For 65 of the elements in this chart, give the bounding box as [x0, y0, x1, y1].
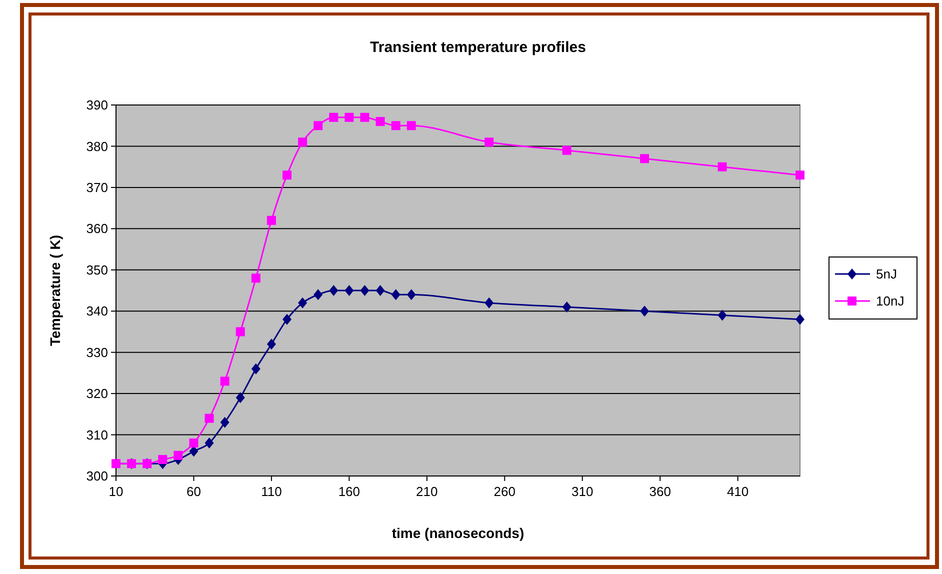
point: [640, 154, 650, 164]
y-tick-label: 300: [86, 468, 108, 484]
point: [204, 414, 214, 423]
point: [484, 138, 494, 147]
x-tick-label: 60: [186, 484, 201, 499]
x-tick-label: 260: [494, 484, 516, 499]
point: [266, 338, 276, 350]
y-tick-label: 390: [86, 98, 108, 113]
point: [298, 297, 308, 308]
point: [406, 289, 416, 300]
point: [189, 438, 198, 448]
point: [282, 170, 292, 180]
point: [796, 170, 804, 180]
x-axis-title: time (nanoseconds): [392, 525, 524, 541]
point: [314, 289, 323, 300]
legend-label: 5nJ: [876, 266, 897, 282]
point: [329, 112, 338, 122]
point: [562, 301, 572, 312]
point: [391, 121, 400, 130]
y-tick-label: 370: [86, 180, 108, 195]
point: [236, 327, 245, 336]
point: [282, 314, 292, 325]
point: [344, 285, 354, 296]
point: [796, 314, 804, 325]
x-tick-label: 410: [726, 484, 749, 499]
point: [266, 216, 276, 225]
point: [344, 112, 354, 122]
x-tick-label: 110: [261, 484, 282, 499]
point: [158, 455, 168, 464]
point: [391, 289, 400, 300]
chart-title: Transient temperature profiles: [370, 39, 586, 56]
y-tick-label: 310: [86, 427, 108, 442]
y-tick-label: 350: [86, 262, 108, 278]
point: [220, 416, 230, 428]
point: [484, 297, 494, 308]
point: [562, 146, 572, 155]
point: [251, 363, 260, 374]
point: [360, 285, 370, 296]
point: [376, 116, 385, 126]
point: [174, 450, 183, 460]
point: [406, 121, 416, 130]
point: [298, 138, 308, 147]
legend-label: 10nJ: [876, 294, 904, 309]
point: [220, 376, 230, 386]
point: [718, 310, 727, 321]
x-tick-label: 10: [108, 484, 124, 499]
point: [329, 285, 338, 296]
x-tick-label: 310: [572, 484, 594, 499]
y-tick-label: 360: [86, 221, 108, 236]
y-tick-label: 340: [86, 304, 108, 319]
y-tick-label: 320: [86, 386, 108, 402]
x-tick-label: 210: [416, 484, 438, 499]
point: [251, 274, 260, 283]
x-tick-label: 160: [338, 484, 360, 499]
y-tick-label: 330: [86, 344, 108, 360]
x-tick-label: 360: [649, 484, 671, 499]
point: [236, 392, 245, 404]
point: [376, 285, 385, 296]
point: [640, 306, 650, 317]
y-axis-title: Temperature ( K): [47, 235, 63, 346]
point: [204, 438, 214, 449]
point: [314, 121, 323, 130]
y-tick-label: 380: [86, 138, 108, 154]
point: [718, 162, 727, 172]
point: [360, 112, 370, 122]
